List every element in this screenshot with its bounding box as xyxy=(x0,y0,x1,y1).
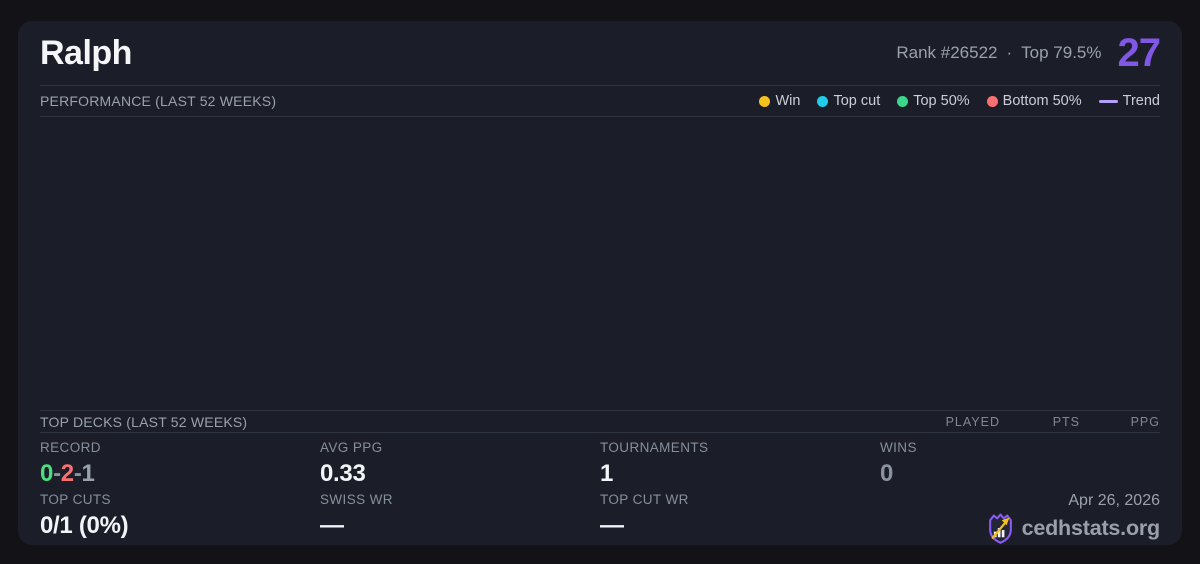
record-wins: 0 xyxy=(40,460,54,487)
swiss-wr-label: SWISS WR xyxy=(320,492,393,507)
column-header-ppg: PPG xyxy=(1130,414,1160,429)
score-value: 27 xyxy=(1117,30,1161,75)
legend-item-win: Win xyxy=(759,93,800,109)
top-cuts-label: TOP CUTS xyxy=(40,492,111,507)
stats-grid: RECORD 0-2-1 AVG PPG 0.33 TOURNAMENTS 1 … xyxy=(40,433,1160,552)
record-separator: - xyxy=(73,460,82,487)
bottom-50-dot-icon xyxy=(986,95,998,107)
top-cut-wr-label: TOP CUT WR xyxy=(600,492,689,507)
stat-top-cuts: TOP CUTS 0/1 (0%) xyxy=(40,492,320,552)
top-cuts-value: 0/1 (0%) xyxy=(40,512,129,539)
player-name: Ralph xyxy=(40,33,132,72)
top-cut-dot-icon xyxy=(817,95,829,107)
trend-line-icon xyxy=(1098,99,1118,103)
stat-avg-ppg: AVG PPG 0.33 xyxy=(320,440,600,492)
brand-row: cedhstats.org xyxy=(880,513,1160,544)
chart-legend: Win Top cut Top 50% Bottom 50% Trend xyxy=(759,93,1160,109)
card-header: Ralph Rank #26522 · Top 79.5% 27 xyxy=(40,21,1161,86)
legend-label-bottom-50: Bottom 50% xyxy=(1002,93,1082,109)
branding-block: Apr 26, 2026 cedhstats.org xyxy=(880,492,1160,552)
top-percent-text: Top 79.5% xyxy=(1021,43,1102,62)
separator-dot: · xyxy=(1006,43,1013,62)
wins-label: WINS xyxy=(880,440,917,455)
legend-item-trend: Trend xyxy=(1098,93,1160,109)
stat-record: RECORD 0-2-1 xyxy=(40,440,320,492)
tournaments-value: 1 xyxy=(600,460,614,487)
win-dot-icon xyxy=(759,95,771,107)
date-label: Apr 26, 2026 xyxy=(1068,492,1160,509)
legend-item-top-cut: Top cut xyxy=(817,93,880,109)
column-header-pts: PTS xyxy=(1052,414,1080,429)
wins-value: 0 xyxy=(880,460,894,487)
legend-label-trend: Trend xyxy=(1122,93,1160,109)
top-decks-columns: PLAYED PTS PPG xyxy=(920,415,1160,429)
stat-top-cut-wr: TOP CUT WR — xyxy=(600,492,880,552)
record-draws: 1 xyxy=(81,460,95,487)
legend-label-top-50: Top 50% xyxy=(913,93,970,109)
avg-ppg-label: AVG PPG xyxy=(320,440,383,455)
legend-label-win: Win xyxy=(775,93,801,109)
record-losses: 2 xyxy=(60,460,74,487)
stat-tournaments: TOURNAMENTS 1 xyxy=(600,440,880,492)
record-value: 0-2-1 xyxy=(40,460,320,488)
performance-section-header: PERFORMANCE (LAST 52 WEEKS) Win Top cut … xyxy=(40,86,1160,117)
legend-item-top-50: Top 50% xyxy=(897,93,970,109)
top-50-dot-icon xyxy=(897,95,909,107)
avg-ppg-value: 0.33 xyxy=(320,460,366,487)
swiss-wr-value: — xyxy=(320,512,344,539)
performance-section-title: PERFORMANCE (LAST 52 WEEKS) xyxy=(40,93,277,109)
top-decks-header: TOP DECKS (LAST 52 WEEKS) PLAYED PTS PPG xyxy=(40,410,1160,433)
performance-chart-area xyxy=(40,117,1160,410)
cedhstats-shield-logo-icon xyxy=(988,513,1012,544)
tournaments-label: TOURNAMENTS xyxy=(600,440,709,455)
record-separator: - xyxy=(53,460,61,487)
stat-swiss-wr: SWISS WR — xyxy=(320,492,600,552)
stat-wins: WINS 0 xyxy=(880,440,1160,492)
record-label: RECORD xyxy=(40,440,101,455)
legend-item-bottom-50: Bottom 50% xyxy=(986,93,1082,109)
top-decks-section-title: TOP DECKS (LAST 52 WEEKS) xyxy=(40,413,248,430)
rank-summary: Rank #26522 · Top 79.5% 27 xyxy=(896,30,1161,76)
top-cut-wr-value: — xyxy=(600,512,624,539)
legend-label-top-cut: Top cut xyxy=(833,93,881,109)
column-header-played: PLAYED xyxy=(945,414,1000,429)
rank-line: Rank #26522 · Top 79.5% xyxy=(896,43,1101,63)
rank-text: Rank #26522 xyxy=(896,43,998,62)
brand-name: cedhstats.org xyxy=(1021,516,1161,540)
player-stats-card: Ralph Rank #26522 · Top 79.5% 27 PERFORM… xyxy=(18,21,1182,545)
